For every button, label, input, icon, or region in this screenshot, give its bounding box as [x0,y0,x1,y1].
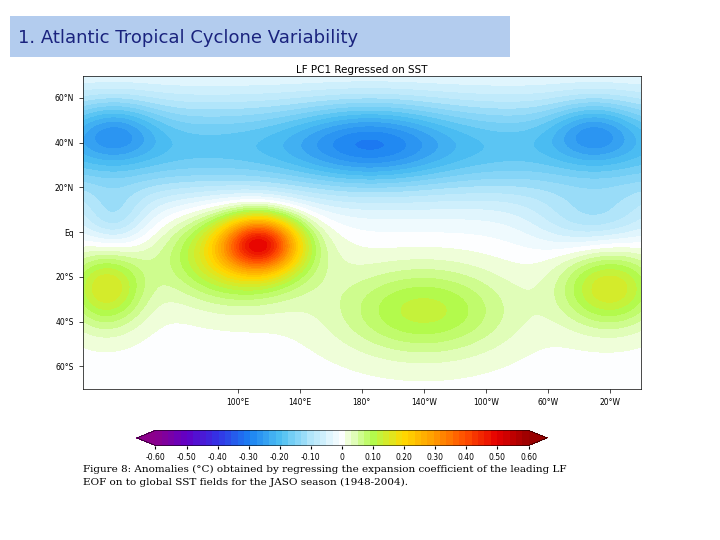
Title: LF PC1 Regressed on SST: LF PC1 Regressed on SST [296,65,428,75]
PathPatch shape [528,430,547,445]
Text: Figure 8: Anomalies (°C) obtained by regressing the expansion coefficient of the: Figure 8: Anomalies (°C) obtained by reg… [83,464,567,474]
PathPatch shape [137,430,156,445]
Text: 1. Atlantic Tropical Cyclone Variability: 1. Atlantic Tropical Cyclone Variability [17,30,358,48]
Text: EOF on to global SST fields for the JASO season (1948-2004).: EOF on to global SST fields for the JASO… [83,478,408,487]
